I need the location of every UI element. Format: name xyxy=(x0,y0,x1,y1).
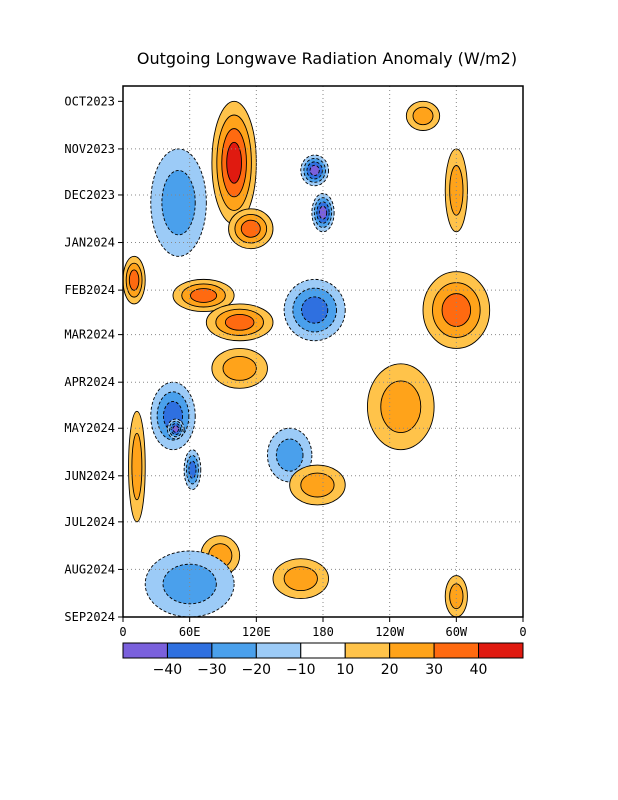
y-tick-label: SEP2024 xyxy=(64,610,115,624)
anomaly-contour xyxy=(240,219,261,238)
anomaly-region xyxy=(211,347,268,389)
y-tick-label: OCT2023 xyxy=(64,94,115,108)
anomaly-region xyxy=(272,558,330,600)
anomaly-contour xyxy=(172,425,180,433)
anomaly-region xyxy=(228,208,274,250)
anomaly-region xyxy=(211,100,257,225)
colorbar-swatch xyxy=(166,642,213,659)
colorbar-swatch xyxy=(344,642,391,659)
colorbar-swatch xyxy=(300,642,346,659)
anomaly-region xyxy=(405,100,441,131)
anomaly-contour xyxy=(162,563,217,605)
anomaly-contour xyxy=(224,313,255,331)
anomaly-contour xyxy=(188,460,197,479)
anomaly-region xyxy=(128,410,146,523)
anomaly-region xyxy=(205,303,274,342)
anomaly-contour xyxy=(275,438,304,472)
y-tick-label: DEC2023 xyxy=(64,188,115,202)
y-tick-label: NOV2023 xyxy=(64,142,115,156)
anomaly-contour xyxy=(222,355,257,381)
x-axis: 0 60E 120E 180 120W 60W 0 xyxy=(119,617,527,639)
colorbar: −40 −30 −20 −10 10 20 30 40 xyxy=(122,642,524,678)
colorbar-swatch xyxy=(478,642,524,659)
y-tick-label: JAN2024 xyxy=(64,236,115,250)
chart-title: Outgoing Longwave Radiation Anomaly (W/m… xyxy=(137,49,517,68)
y-tick-label: MAY2024 xyxy=(64,421,115,435)
anomaly-contour xyxy=(412,106,434,126)
anomaly-region xyxy=(311,192,335,233)
x-tick-label: 60W xyxy=(445,625,467,639)
x-tick-label: 0 xyxy=(119,625,126,639)
anomaly-region xyxy=(144,550,235,617)
anomaly-contour xyxy=(190,288,218,303)
y-tick-label: JUL2024 xyxy=(64,515,115,529)
anomaly-contour xyxy=(283,566,318,592)
y-tick-label: MAR2024 xyxy=(64,328,115,342)
colorbar-swatch xyxy=(389,642,435,659)
y-axis: OCT2023 NOV2023 DEC2023 JAN2024 FEB2024 MAR20… xyxy=(64,94,123,624)
x-tick-label: 120W xyxy=(375,625,405,639)
colorbar-swatch xyxy=(433,642,480,659)
y-tick-label: AUG2024 xyxy=(64,562,115,576)
colorbar-label: −10 xyxy=(286,662,316,678)
anomaly-region xyxy=(150,148,207,257)
anomaly-contour xyxy=(380,380,422,433)
y-tick-label: FEB2024 xyxy=(64,283,115,297)
colorbar-label: 30 xyxy=(425,662,443,678)
colorbar-label: −30 xyxy=(197,662,227,678)
colorbar-swatch xyxy=(255,642,302,659)
anomaly-contour xyxy=(309,164,320,176)
colorbar-swatch xyxy=(122,642,168,659)
anomaly-region xyxy=(366,363,435,451)
anomaly-contour xyxy=(301,296,329,324)
anomaly-region xyxy=(123,255,146,305)
x-tick-label: 60E xyxy=(179,625,201,639)
colorbar-swatch xyxy=(211,642,257,659)
y-tick-label: JUN2024 xyxy=(64,469,115,483)
anomaly-region xyxy=(300,154,330,187)
x-tick-label: 120E xyxy=(242,625,271,639)
anomaly-contour xyxy=(226,141,242,184)
anomaly-region xyxy=(150,381,196,451)
colorbar-label: −20 xyxy=(242,662,272,678)
y-tick-label: APR2024 xyxy=(64,375,115,389)
colorbar-label: 20 xyxy=(381,662,399,678)
anomaly-region xyxy=(289,464,346,506)
anomaly-region xyxy=(183,449,202,491)
colorbar-label: −40 xyxy=(153,662,183,678)
anomaly-contour xyxy=(318,205,328,220)
anomaly-region xyxy=(283,278,346,342)
anomaly-contour xyxy=(300,472,335,498)
anomaly-region xyxy=(166,418,185,440)
anomaly-region xyxy=(172,278,235,313)
anomaly-contour xyxy=(131,433,143,501)
grid-lines xyxy=(123,86,523,617)
x-tick-label: 0 xyxy=(519,625,526,639)
anomaly-region xyxy=(444,575,468,617)
colorbar-label: 40 xyxy=(470,662,488,678)
x-tick-label: 180 xyxy=(312,625,334,639)
anomaly-contour xyxy=(128,269,140,291)
anomaly-contour xyxy=(449,583,464,610)
anomaly-contour xyxy=(161,169,196,236)
plot-area xyxy=(123,100,491,617)
colorbar-label: 10 xyxy=(336,662,354,678)
